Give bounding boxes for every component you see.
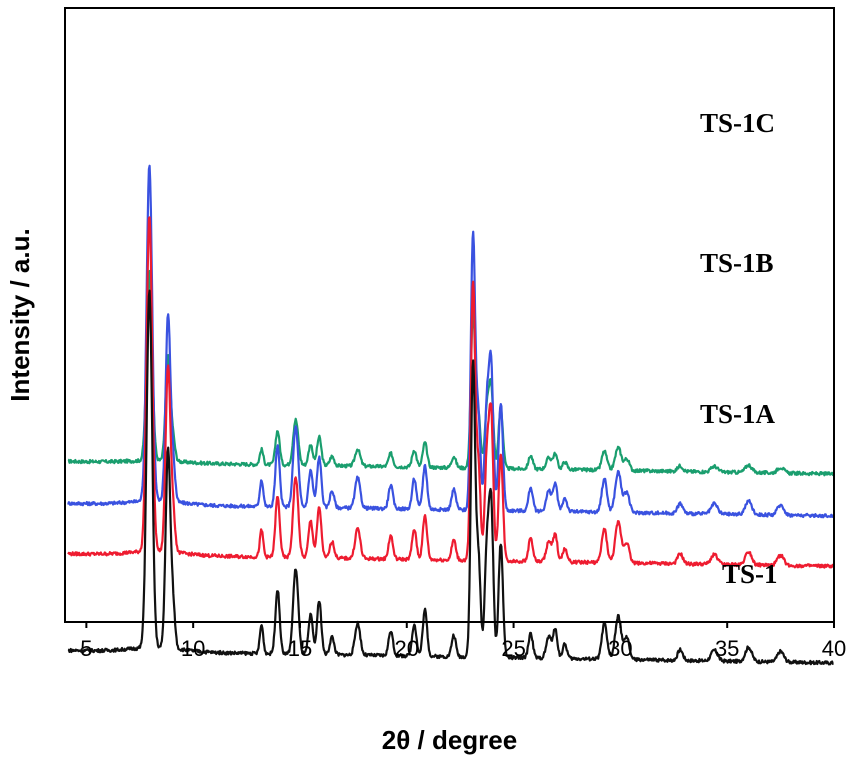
series-line-ts-1 <box>67 289 834 666</box>
x-tick-label: 25 <box>501 636 525 661</box>
series-line-ts-1a <box>67 216 835 569</box>
series-label-ts-1c: TS-1C <box>700 108 775 138</box>
series-label-ts-1b: TS-1B <box>700 248 774 278</box>
traces <box>67 164 835 666</box>
series-labels: TS-1C TS-1B TS-1A TS-1 <box>700 108 778 589</box>
x-tick-label: 35 <box>715 636 739 661</box>
series-line-ts-1c <box>67 269 835 477</box>
x-tick-label: 15 <box>288 636 312 661</box>
x-tick-label: 40 <box>822 636 846 661</box>
x-tick-label: 5 <box>80 636 92 661</box>
x-axis-title: 2θ / degree <box>382 725 517 755</box>
plot-frame <box>64 7 835 623</box>
x-tick-label: 30 <box>608 636 632 661</box>
series-line-ts-1b <box>67 164 835 519</box>
series-label-ts-1a: TS-1A <box>700 399 776 429</box>
x-tick-label: 20 <box>395 636 419 661</box>
x-tick-label: 10 <box>181 636 205 661</box>
series-label-ts-1: TS-1 <box>722 559 778 589</box>
y-axis-title: Intensity / a.u. <box>5 228 35 401</box>
x-axis-ticks: 5 10 15 20 25 30 35 40 <box>80 622 846 661</box>
